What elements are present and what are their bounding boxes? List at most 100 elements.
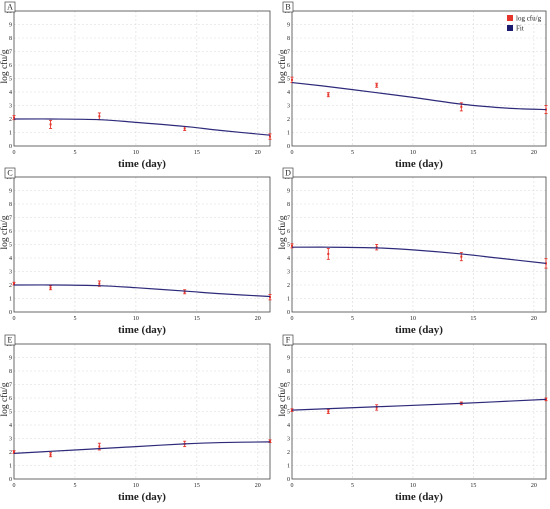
panel-label-box: [282, 1, 294, 13]
y-tick-label: 4: [9, 423, 12, 429]
x-tick-label: 0: [291, 316, 294, 322]
panel-label-box: [4, 167, 16, 179]
y-tick-label: 0: [287, 144, 290, 150]
data-point: [327, 410, 330, 413]
x-tick-label: 20: [255, 316, 261, 322]
y-tick-label: 3: [9, 104, 12, 110]
x-tick-label: 10: [133, 483, 139, 489]
x-tick-label: 5: [351, 150, 354, 156]
y-tick-label: 1: [287, 297, 290, 303]
y-tick-label: 3: [287, 437, 290, 443]
x-tick-label: 5: [351, 483, 354, 489]
panel-label-box: [4, 1, 16, 13]
x-tick-label: 15: [194, 150, 200, 156]
y-tick-label: 5: [287, 243, 290, 249]
y-tick-label: 7: [9, 383, 12, 389]
x-tick-label: 15: [194, 483, 200, 489]
panel-label: F: [286, 336, 291, 345]
x-tick-label: 10: [410, 483, 416, 489]
y-axis-label: log cfu/g: [277, 215, 288, 249]
legend-label: Fit: [516, 25, 524, 33]
x-tick-label: 15: [470, 483, 476, 489]
data-point: [269, 296, 271, 299]
y-axis-label: log cfu/g: [277, 49, 288, 83]
data-point: [269, 440, 271, 443]
plot-frame: [13, 10, 271, 147]
x-axis-label: time (day): [395, 158, 443, 170]
x-tick-label: 20: [255, 483, 261, 489]
x-tick-label: 15: [470, 150, 476, 156]
x-tick-label: 5: [73, 483, 76, 489]
y-tick-label: 1: [287, 464, 290, 470]
chart-panel-d: 01234567891005101520time (day)log cfu/gD: [277, 167, 548, 336]
chart-panel-e: 01234567891005101520time (day)log cfu/gE: [0, 334, 272, 503]
y-tick-label: 2: [9, 283, 12, 289]
data-point: [183, 290, 186, 293]
y-tick-label: 5: [287, 77, 290, 83]
fit-line: [291, 398, 547, 411]
x-tick-label: 0: [291, 150, 294, 156]
y-tick-label: 4: [287, 423, 290, 429]
y-tick-label: 7: [287, 383, 290, 389]
plot-frame: [291, 10, 547, 147]
data-point: [98, 445, 101, 448]
x-tick-label: 0: [13, 150, 16, 156]
x-axis-label: time (day): [118, 158, 166, 170]
y-tick-label: 8: [9, 202, 12, 208]
legend-swatch: [507, 15, 513, 21]
chart-panel-b: 01234567891005101520time (day)log cfu/gB: [277, 1, 548, 170]
data-point: [291, 78, 293, 81]
y-tick-label: 7: [287, 216, 290, 222]
y-tick-label: 6: [287, 229, 290, 235]
legend-label: log cfu/g: [516, 15, 542, 23]
y-tick-label: 0: [9, 144, 12, 150]
panel-label: B: [285, 3, 290, 12]
data-point: [269, 135, 271, 138]
x-tick-label: 20: [531, 483, 537, 489]
y-tick-label: 0: [287, 310, 290, 316]
y-tick-label: 6: [287, 63, 290, 69]
y-tick-label: 1: [9, 297, 12, 303]
data-point: [291, 244, 293, 247]
x-tick-label: 15: [194, 316, 200, 322]
y-tick-label: 2: [9, 450, 12, 456]
y-tick-label: 0: [287, 477, 290, 483]
fit-line: [13, 284, 271, 298]
y-tick-label: 4: [287, 256, 290, 262]
chart-panel-f: 01234567891005101520time (day)log cfu/gF: [277, 334, 548, 503]
data-point: [13, 451, 15, 453]
y-tick-label: 0: [9, 310, 12, 316]
panel-label-box: [282, 167, 294, 179]
y-tick-label: 2: [287, 117, 290, 123]
data-point: [183, 127, 186, 130]
y-tick-label: 5: [287, 410, 290, 416]
x-tick-label: 20: [531, 316, 537, 322]
x-tick-label: 5: [73, 316, 76, 322]
x-tick-label: 10: [133, 150, 139, 156]
panel-label: D: [285, 169, 291, 178]
panel-label: C: [7, 169, 12, 178]
x-tick-label: 10: [410, 316, 416, 322]
panel-label-box: [282, 334, 294, 346]
y-tick-label: 8: [9, 36, 12, 42]
chart-panel-a: 01234567891005101520time (day)log cfu/gA: [0, 1, 272, 170]
y-tick-label: 8: [287, 369, 290, 375]
data-point: [327, 252, 330, 255]
y-tick-label: 9: [287, 23, 290, 29]
data-point: [375, 246, 378, 249]
x-tick-label: 15: [470, 316, 476, 322]
panel-label: E: [8, 336, 13, 345]
y-tick-label: 6: [287, 396, 290, 402]
x-tick-label: 10: [410, 150, 416, 156]
data-point: [49, 453, 52, 456]
data-point: [460, 105, 463, 108]
y-tick-label: 1: [9, 131, 12, 137]
x-axis-label: time (day): [118, 491, 166, 503]
y-tick-label: 4: [287, 90, 290, 96]
y-tick-label: 5: [9, 77, 12, 83]
legend-swatch: [507, 25, 513, 31]
fit-line: [13, 441, 271, 454]
y-axis-label: log cfu/g: [0, 215, 10, 249]
data-point: [98, 115, 101, 118]
